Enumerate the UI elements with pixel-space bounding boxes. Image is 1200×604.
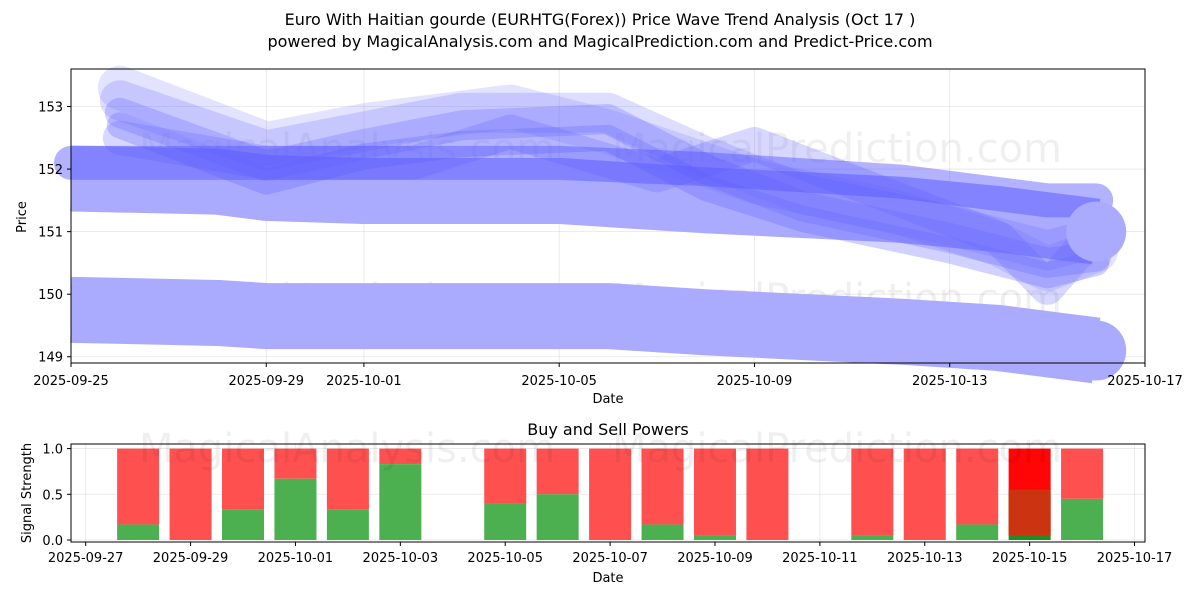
price-ytick-label: 149	[38, 351, 63, 366]
buy-bar	[222, 509, 265, 540]
sell-bar	[117, 448, 160, 525]
signal-chart-title: Buy and Sell Powers	[527, 420, 689, 439]
signal-chart-ylabel: Signal Strength	[20, 443, 35, 543]
signal-chart-frame	[70, 443, 1146, 543]
price-series-1	[104, 97, 1112, 278]
signal-chart-yticks: 0.0 0.5 1.0	[42, 443, 71, 549]
signal-xtick-label: 2025-10-03	[363, 551, 439, 566]
sell-bar	[1061, 448, 1104, 499]
signal-xtick-label: 2025-09-27	[48, 551, 124, 566]
buy-bar	[693, 535, 736, 540]
price-series-6	[54, 145, 1114, 218]
sell-bar	[851, 448, 894, 536]
chart-title-line2: powered by MagicalAnalysis.com and Magic…	[267, 32, 932, 51]
signal-chart-bars	[117, 448, 1104, 540]
price-xtick-label: 2025-10-05	[521, 374, 597, 389]
buy-bar	[274, 478, 317, 540]
price-ytick-label: 152	[38, 163, 63, 178]
signal-xtick-label: 2025-10-17	[1097, 551, 1173, 566]
buy-bar	[851, 535, 894, 540]
sell-bar	[536, 448, 579, 495]
buy-bar	[641, 524, 684, 540]
price-xtick-label: 2025-09-25	[33, 374, 109, 389]
signal-ytick-label: 1.0	[42, 443, 63, 458]
buy-bar	[117, 524, 160, 540]
price-chart-xlabel: Date	[592, 392, 623, 407]
price-series-3	[106, 112, 1110, 289]
price-xtick-label: 2025-10-17	[1107, 374, 1183, 389]
sell-bar	[222, 448, 265, 510]
sell-bar	[746, 448, 789, 540]
price-xtick-label: 2025-10-13	[912, 374, 988, 389]
overlap-bar	[1008, 489, 1051, 536]
signal-ytick-label: 0.0	[42, 534, 63, 549]
signal-ytick-label: 0.5	[42, 488, 63, 503]
signal-xtick-label: 2025-10-15	[992, 551, 1068, 566]
signal-xtick-label: 2025-09-29	[153, 551, 229, 566]
chart-title-line1: Euro With Haitian gourde (EURHTG(Forex))…	[285, 10, 916, 29]
watermark-analysis-bottom: MagicalAnalysis.com	[139, 426, 555, 472]
sell-bar	[589, 448, 632, 540]
price-end-marker-1	[1066, 201, 1127, 262]
sell-bar	[484, 448, 527, 504]
watermark-prediction-top: MagicalPrediction.com	[612, 126, 1062, 172]
buy-bar	[1061, 498, 1104, 540]
signal-xtick-label: 2025-10-11	[782, 551, 858, 566]
price-chart-ylabel: Price	[15, 201, 30, 233]
price-series-2	[99, 80, 1117, 271]
buy-bar	[536, 494, 579, 540]
signal-xtick-label: 2025-10-09	[677, 551, 753, 566]
signal-chart-xlabel: Date	[592, 571, 623, 586]
buy-bar	[326, 509, 369, 540]
sell-bar	[693, 448, 736, 536]
price-xtick-label: 2025-09-29	[228, 374, 304, 389]
signal-chart: Buy and Sell Powers MagicalAnalysis.com …	[20, 420, 1172, 586]
price-ytick-label: 150	[38, 288, 63, 303]
buy-bar	[379, 464, 422, 540]
price-series-4	[102, 114, 1114, 305]
price-chart: MagicalAnalysis.com MagicalPrediction.co…	[15, 65, 1183, 407]
sell-bar	[326, 448, 369, 510]
price-end-marker-2	[1066, 320, 1127, 381]
price-chart-series	[54, 65, 1127, 384]
signal-xtick-label: 2025-10-05	[467, 551, 543, 566]
price-xtick-label: 2025-10-09	[717, 374, 793, 389]
sell-bar	[169, 448, 212, 540]
buy-bar	[956, 524, 999, 540]
price-series-5	[97, 65, 1119, 292]
sell-bar	[956, 448, 999, 525]
signal-xtick-label: 2025-10-07	[572, 551, 648, 566]
signal-chart-xticks: 2025-09-27 2025-09-29 2025-10-01 2025-10-03…	[48, 542, 1172, 566]
sell-bar	[903, 448, 946, 540]
price-band-1	[70, 145, 1101, 265]
price-ytick-label: 151	[38, 226, 63, 241]
price-ytick-label: 153	[38, 101, 63, 116]
sell-bar	[641, 448, 684, 525]
price-chart-yticks: 149 150 151 152 153	[38, 101, 71, 366]
buy-bar	[484, 503, 527, 540]
price-band-2	[70, 276, 1101, 384]
price-xtick-label: 2025-10-01	[326, 374, 402, 389]
price-chart-xticks: 2025-09-25 2025-09-29 2025-10-01 2025-10-05…	[33, 363, 1183, 389]
signal-xtick-label: 2025-10-01	[258, 551, 334, 566]
watermark-prediction-bottom: MagicalPrediction.com	[612, 426, 1062, 472]
signal-xtick-label: 2025-10-13	[887, 551, 963, 566]
buy-bar	[1008, 535, 1051, 540]
price-chart-frame	[70, 68, 1146, 364]
signal-chart-watermarks: MagicalAnalysis.com MagicalPrediction.co…	[139, 426, 1062, 472]
sell-bar	[274, 448, 317, 479]
sell-bar	[379, 448, 422, 465]
